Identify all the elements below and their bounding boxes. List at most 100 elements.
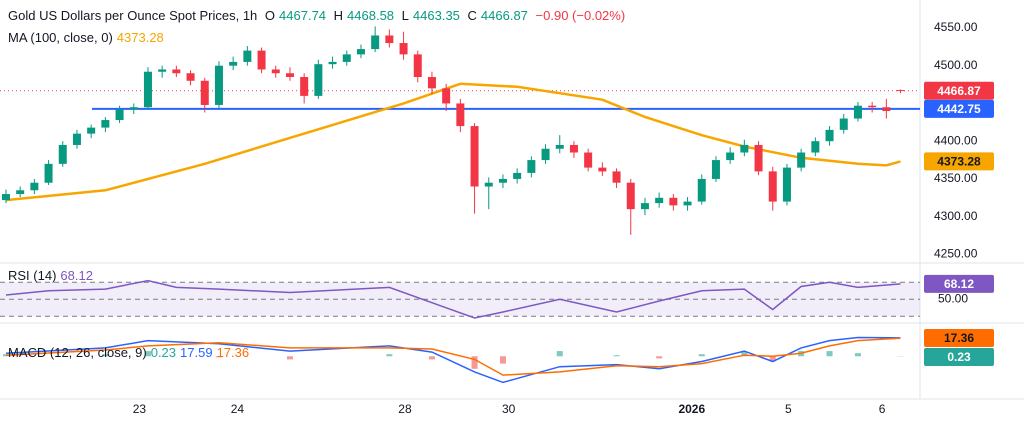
last-price-badge-bg [924, 81, 994, 100]
macd-hist-bar [556, 351, 563, 357]
candle-body [87, 127, 96, 134]
candle-body [300, 77, 309, 96]
candle-body [711, 160, 720, 179]
candle-body [470, 126, 479, 187]
candle-body [626, 182, 635, 210]
macd-hist-bar [826, 351, 833, 357]
macd-hist-bar [656, 356, 663, 359]
ma-badge: 4373.28 [937, 155, 981, 169]
candle-body [30, 182, 39, 191]
macd-hist-bar [428, 356, 435, 360]
candle-body [498, 178, 507, 183]
macd-hist-bar [698, 354, 705, 357]
hist-value: 0.23 [150, 345, 177, 360]
x-tick-label: 23 [133, 402, 147, 416]
candle-body [541, 148, 550, 161]
ohlc-label: O [264, 8, 276, 23]
candle-body [44, 163, 53, 183]
macd-hist-bar [741, 352, 748, 357]
candle-body [143, 71, 152, 108]
macd-line [5, 336, 901, 384]
macd-hist-bar [286, 356, 293, 360]
macd-legend: MACD (12, 26, close, 9) 0.23 17.59 17.36 [8, 345, 253, 360]
candle-body [697, 178, 706, 202]
chart-title: Gold US Dollars per Ounce Spot Prices, 1… [8, 8, 258, 23]
ohlc-value: 4463.35 [412, 8, 460, 23]
rsi-value: 68.12 [60, 268, 93, 283]
candle-body [640, 203, 649, 210]
candle-body [200, 80, 209, 105]
candle-body [569, 144, 578, 153]
candle-body [427, 77, 436, 89]
level-badge: 4442.75 [937, 102, 981, 116]
ma-line [5, 82, 901, 202]
candle-body [768, 171, 777, 202]
hist-badge: 0.23 [947, 350, 971, 364]
y-tick-label: 4500.00 [934, 58, 978, 72]
ma-value: 4373.28 [116, 30, 164, 45]
macd-hist-bar [102, 354, 109, 357]
candle-body [385, 35, 394, 44]
candle-body [214, 65, 223, 105]
macd-hist-bar [144, 351, 151, 357]
candle-body [882, 107, 891, 111]
ohlc-label: H [333, 8, 344, 23]
candle-body [683, 201, 692, 206]
candle-body [839, 118, 848, 130]
rsi-legend: RSI (14) 68.12 [8, 268, 97, 283]
candle-body [612, 171, 621, 183]
candle-body [72, 133, 81, 145]
candle-body [754, 144, 763, 172]
ohlc-label: C [467, 8, 477, 23]
candle-body [740, 144, 749, 153]
candle-body [782, 167, 791, 202]
ohlc-value: 4467.74 [279, 8, 327, 23]
macd-hist-bar [854, 353, 861, 357]
candle-body [896, 90, 905, 92]
candle-body [868, 105, 877, 108]
candle-body [797, 152, 806, 168]
signal-badge-bg [924, 329, 994, 347]
level-badge-bg [924, 99, 994, 118]
candle-body [413, 54, 422, 78]
candle-body [555, 144, 564, 149]
candle-body [58, 144, 67, 164]
x-tick-label: 2026 [678, 402, 705, 416]
candle-body [356, 49, 365, 55]
x-tick-label: 5 [785, 402, 792, 416]
macd-hist-bar [215, 356, 222, 358]
rsi-badge: 68.12 [944, 277, 974, 291]
macd-hist-bar [769, 356, 776, 362]
candle-body [726, 152, 735, 161]
candle-body [229, 61, 238, 66]
candle-body [371, 35, 380, 50]
y-tick-label: 4350.00 [934, 171, 978, 185]
x-tick-label: 30 [502, 402, 516, 416]
candle-body [101, 120, 110, 128]
candle-body [342, 54, 351, 62]
y-tick-label: 4300.00 [934, 209, 978, 223]
candle-body [16, 190, 25, 195]
macd-hist-bar [613, 355, 620, 357]
candle-body [584, 152, 593, 168]
candle-body [442, 88, 451, 104]
candle-body [129, 107, 138, 110]
candle-body [513, 172, 522, 179]
y-tick-label: 50.00 [938, 291, 968, 305]
candle-body [186, 73, 195, 81]
rsi-badge-bg [924, 274, 994, 293]
candle-body [655, 197, 664, 204]
candle-body [853, 105, 862, 119]
candle-body [598, 167, 607, 172]
x-tick-label: 28 [398, 402, 412, 416]
macd-hist-bar [2, 354, 9, 357]
candle-body [115, 109, 124, 121]
ma-legend: MA (100, close, 0) 4373.28 [8, 30, 168, 45]
ma-badge-bg [924, 152, 994, 171]
y-tick-label: 4400.00 [934, 133, 978, 147]
ohlc-value: 4466.87 [480, 8, 528, 23]
candle-body [158, 69, 167, 72]
candle-body [328, 61, 337, 65]
